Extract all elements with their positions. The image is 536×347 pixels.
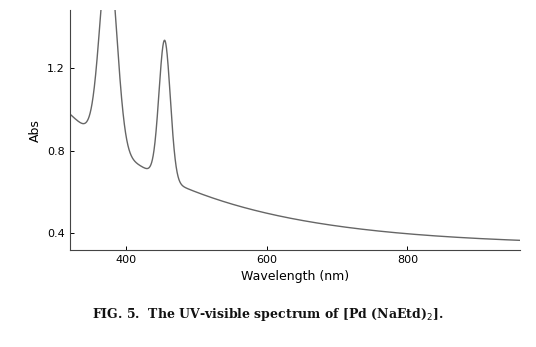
Y-axis label: Abs: Abs [28, 119, 41, 142]
Text: FIG. 5.  The UV-visible spectrum of [Pd (NaEtd)$_2$].: FIG. 5. The UV-visible spectrum of [Pd (… [92, 306, 444, 323]
X-axis label: Wavelength (nm): Wavelength (nm) [241, 270, 349, 283]
